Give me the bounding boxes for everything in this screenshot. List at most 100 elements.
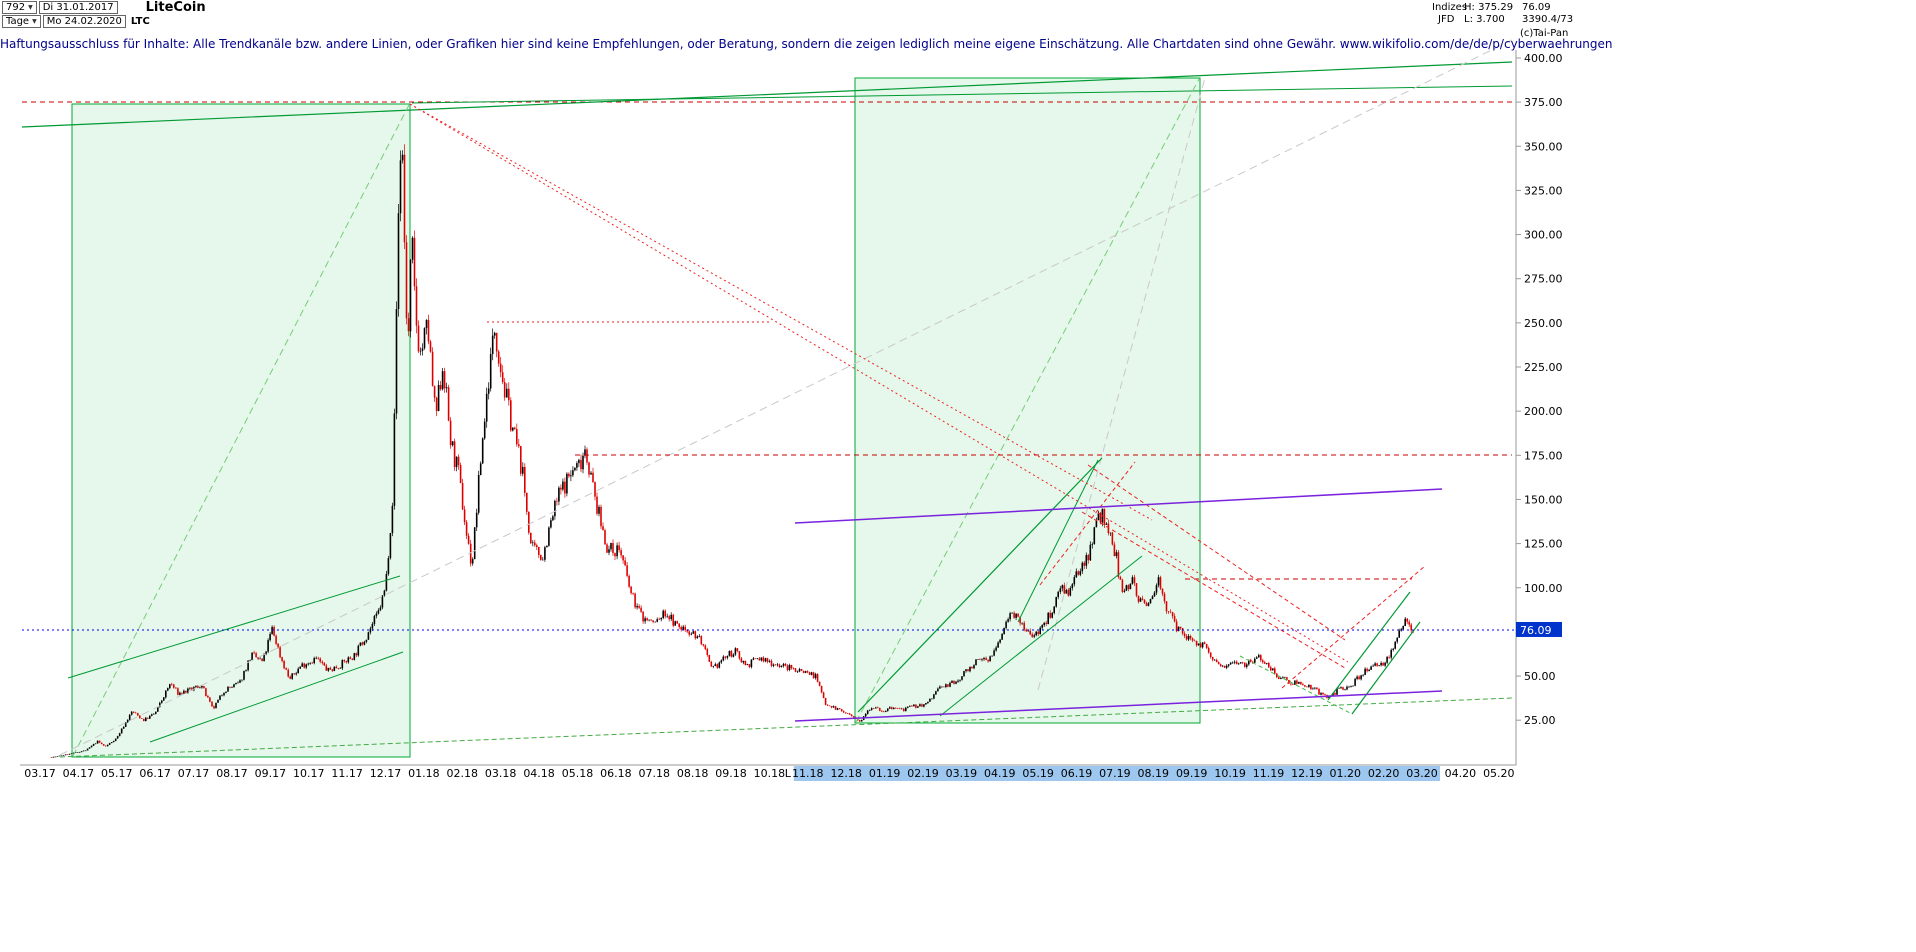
long-green-upper (21, 61, 1513, 128)
selection-marker-l: L (785, 767, 792, 780)
long-green-second (411, 85, 1513, 104)
svg-text:325.00: 325.00 (1524, 184, 1563, 197)
svg-text:400.00: 400.00 (1524, 52, 1563, 65)
info-group-label: Indizes (1432, 2, 1468, 13)
svg-text:02.18: 02.18 (447, 767, 479, 780)
svg-text:06.17: 06.17 (139, 767, 171, 780)
svg-text:05.18: 05.18 (562, 767, 594, 780)
svg-text:04.18: 04.18 (523, 767, 555, 780)
mini-channel-up-2 (1351, 621, 1421, 715)
up-red-right (1281, 565, 1426, 689)
svg-text:100.00: 100.00 (1524, 582, 1563, 595)
chevron-down-icon: ▼ (32, 18, 37, 25)
start-date-field[interactable]: Di 31.01.2017 (38, 1, 118, 14)
svg-text:08.19: 08.19 (1138, 767, 1170, 780)
period-value: Tage (6, 16, 30, 27)
info-last-price: 76.09 (1522, 2, 1551, 13)
svg-text:350.00: 350.00 (1524, 140, 1563, 153)
svg-text:10.19: 10.19 (1214, 767, 1246, 780)
end-date-value: Mo 24.02.2020 (46, 16, 122, 27)
candles-layer (50, 144, 1415, 758)
end-date-field[interactable]: Mo 24.02.2020 (42, 15, 126, 28)
trend-lines-layer (21, 39, 1514, 758)
svg-text:300.00: 300.00 (1524, 229, 1563, 242)
svg-text:01.20: 01.20 (1330, 767, 1362, 780)
svg-text:03.20: 03.20 (1406, 767, 1438, 780)
svg-text:150.00: 150.00 (1524, 493, 1563, 506)
mini-channel-up-1 (1327, 591, 1411, 701)
violet-upper (794, 488, 1443, 524)
svg-text:06.19: 06.19 (1061, 767, 1093, 780)
bar-count-value: 792 (6, 2, 26, 13)
info-high-value: H: 375.29 (1464, 2, 1514, 13)
box1-diagonal-dashed (72, 104, 410, 757)
cross-red-2019 (1039, 461, 1136, 586)
info-extra-value: 3390.4/73 (1522, 14, 1574, 25)
svg-text:03.17: 03.17 (24, 767, 56, 780)
instrument-title: LiteCoin (145, 0, 206, 15)
svg-text:06.18: 06.18 (600, 767, 632, 780)
trend-2019-lower (939, 555, 1143, 717)
svg-text:07.18: 07.18 (638, 767, 670, 780)
copyright-label: (c)Tai-Pan (1520, 28, 1569, 39)
x-axis-highlight (793, 766, 1441, 781)
svg-text:09.17: 09.17 (255, 767, 287, 780)
channel-2017-upper (67, 575, 401, 679)
svg-text:11.19: 11.19 (1253, 767, 1285, 780)
svg-text:225.00: 225.00 (1524, 361, 1563, 374)
down-red-1 (1081, 511, 1346, 669)
svg-text:275.00: 275.00 (1524, 273, 1563, 286)
svg-text:07.17: 07.17 (178, 767, 210, 780)
symbol-label: LTC (130, 16, 150, 27)
bottom-green-dashed (59, 697, 1513, 758)
info-low-value: L: 3.700 (1464, 14, 1505, 25)
svg-text:01.18: 01.18 (408, 767, 440, 780)
svg-text:04.17: 04.17 (63, 767, 95, 780)
svg-text:12.18: 12.18 (830, 767, 862, 780)
svg-text:50.00: 50.00 (1524, 670, 1556, 683)
svg-text:08.17: 08.17 (216, 767, 248, 780)
bar-count-dropdown[interactable]: 792 ▼ (2, 1, 37, 14)
svg-text:05.19: 05.19 (1022, 767, 1054, 780)
axes-layer: 400.00 375.00 350.00 325.00 300.00 275.00 250.… (20, 50, 1563, 781)
downtrend-from-peak-2 (409, 103, 1153, 521)
svg-text:12.19: 12.19 (1291, 767, 1323, 780)
svg-text:76.09: 76.09 (1520, 624, 1552, 637)
svg-text:04.19: 04.19 (984, 767, 1016, 780)
svg-text:25.00: 25.00 (1524, 714, 1556, 727)
svg-text:05.20: 05.20 (1483, 767, 1515, 780)
violet-lower (794, 690, 1443, 722)
start-date-value: Di 31.01.2017 (42, 2, 114, 13)
chart-header-left: 792 ▼ Di 31.01.2017 LiteCoin Tage ▼ Mo 2… (2, 0, 206, 29)
svg-text:07.19: 07.19 (1099, 767, 1131, 780)
svg-text:10.18: 10.18 (754, 767, 786, 780)
svg-text:125.00: 125.00 (1524, 538, 1563, 551)
channel-2017-lower (149, 651, 404, 743)
svg-text:250.00: 250.00 (1524, 317, 1563, 330)
svg-text:01.19: 01.19 (869, 767, 901, 780)
svg-text:375.00: 375.00 (1524, 96, 1563, 109)
annotation-boxes (71, 77, 1201, 758)
last-price-badge (1516, 621, 1562, 637)
svg-text:02.19: 02.19 (907, 767, 939, 780)
downtrend-from-peak (409, 103, 1349, 663)
svg-text:05.17: 05.17 (101, 767, 133, 780)
box2-diagonal-dashed (855, 78, 1200, 723)
green-dashed-decline-right (1239, 655, 1353, 715)
svg-text:09.18: 09.18 (715, 767, 747, 780)
svg-text:11.18: 11.18 (792, 767, 824, 780)
svg-text:10.17: 10.17 (293, 767, 325, 780)
chevron-down-icon: ▼ (28, 4, 33, 11)
svg-text:08.18: 08.18 (677, 767, 709, 780)
svg-text:02.20: 02.20 (1368, 767, 1400, 780)
down-red-2 (1087, 464, 1346, 641)
info-provider-label: JFD (1438, 14, 1455, 25)
period-dropdown[interactable]: Tage ▼ (2, 15, 41, 28)
svg-text:175.00: 175.00 (1524, 449, 1563, 462)
svg-text:03.19: 03.19 (946, 767, 978, 780)
svg-text:04.20: 04.20 (1445, 767, 1477, 780)
svg-text:12.17: 12.17 (370, 767, 402, 780)
trend-2019-steep (1017, 459, 1099, 623)
svg-text:200.00: 200.00 (1524, 405, 1563, 418)
